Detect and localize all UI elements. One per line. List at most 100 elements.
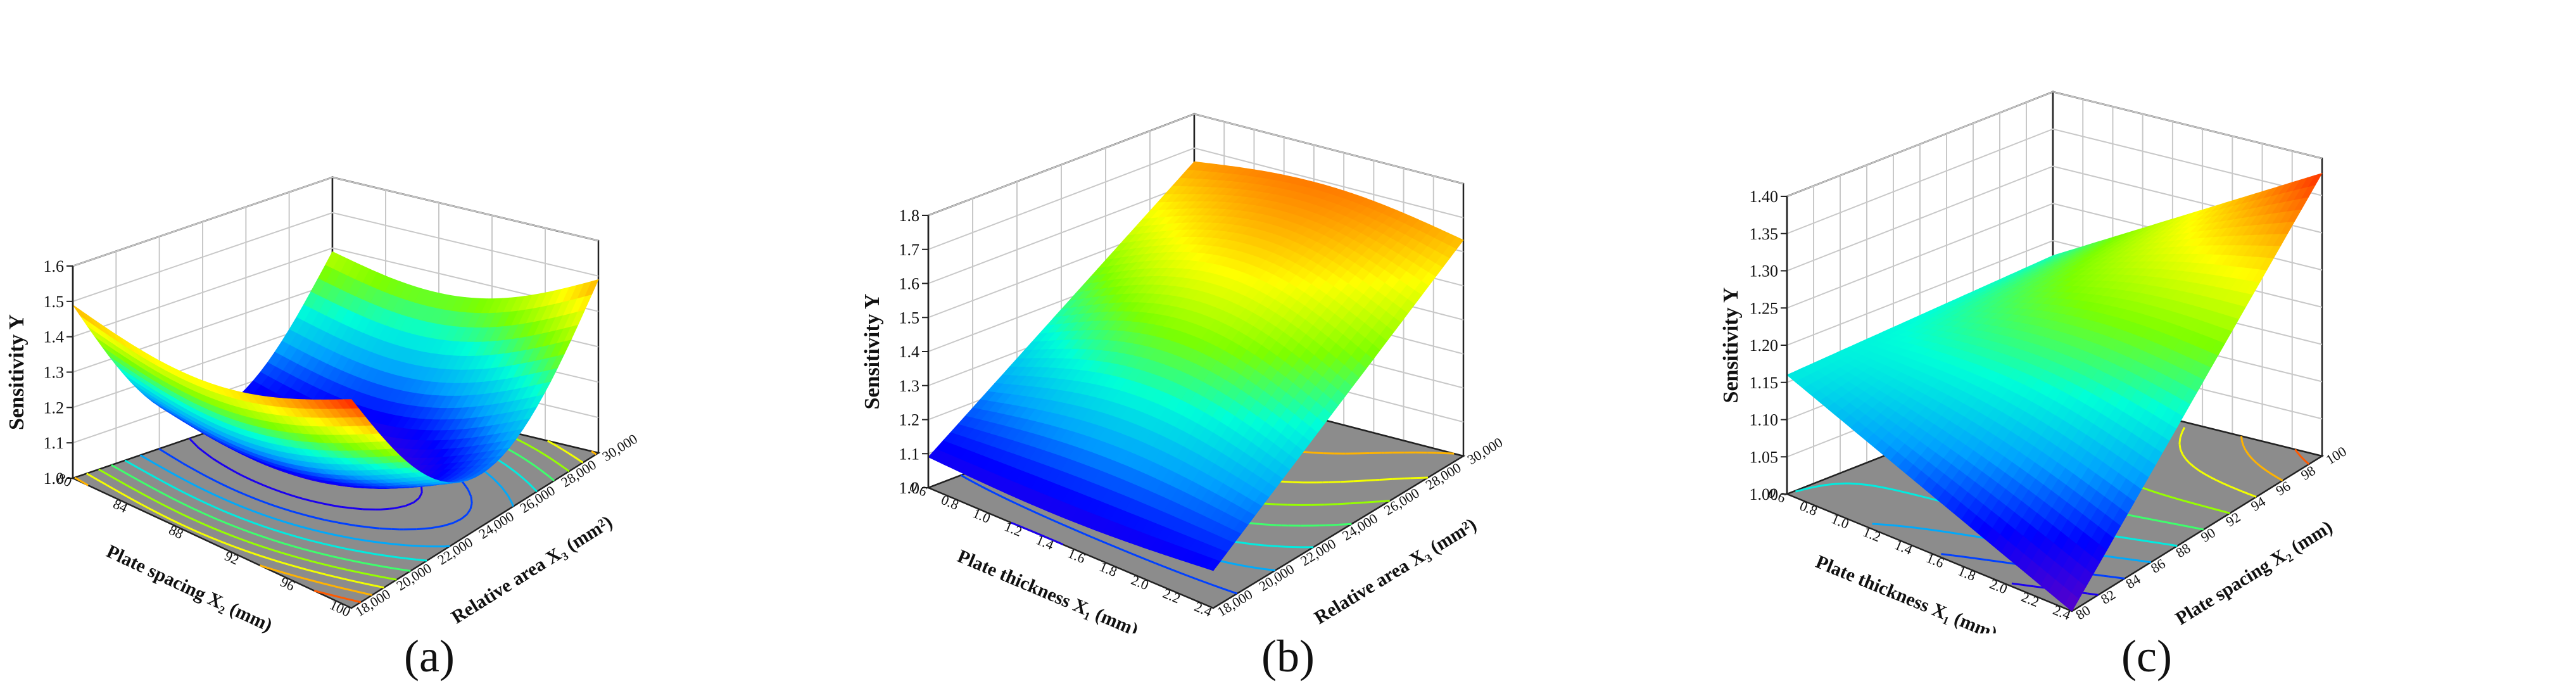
floor-contour — [2194, 466, 2200, 472]
floor-contour — [1976, 557, 1986, 561]
floor-contour — [1928, 497, 1938, 502]
floor-contour — [217, 539, 227, 545]
floor-contour — [2189, 501, 2199, 506]
floor-contour — [322, 502, 332, 507]
floor-contour — [341, 596, 349, 600]
floor-contour — [136, 500, 142, 505]
floor-contour — [405, 501, 414, 507]
floor-contour — [382, 542, 392, 545]
floor-contour — [297, 566, 307, 571]
floor-contour — [245, 519, 255, 524]
floor-contour — [302, 548, 312, 552]
floor-contour — [389, 507, 395, 510]
floor-contour — [2216, 479, 2223, 485]
floor-contour — [281, 552, 291, 557]
floor-contour — [201, 449, 208, 455]
floor-contour — [201, 473, 209, 478]
floor-contour — [229, 533, 239, 539]
floor-contour — [559, 463, 565, 469]
floor-contour — [1203, 581, 1213, 586]
floor-contour — [496, 481, 502, 487]
floor-contour — [1001, 496, 1010, 502]
floor-contour — [220, 497, 229, 502]
floor-contour — [1881, 486, 1892, 490]
floor-contour — [318, 562, 329, 567]
floor-contour — [1015, 523, 1024, 529]
z-tick-label: 1.4 — [899, 343, 920, 361]
floor-contour — [2149, 518, 2159, 522]
floor-contour — [209, 515, 213, 519]
floor-contour — [2166, 495, 2175, 499]
floor-contour — [331, 594, 342, 599]
floor-contour — [237, 516, 246, 521]
floor-contour — [453, 518, 462, 524]
floor-contour — [2182, 454, 2187, 460]
floor-contour — [552, 442, 559, 448]
floor-contour — [235, 471, 241, 476]
floor-contour — [2294, 448, 2298, 453]
floor-contour — [577, 458, 580, 461]
floor-contour — [217, 518, 226, 524]
floor-contour — [1244, 564, 1250, 568]
floor-contour — [1244, 542, 1256, 546]
floor-contour — [2244, 448, 2247, 452]
floor-contour — [195, 485, 200, 488]
floor-contour — [177, 522, 187, 528]
floor-contour — [1171, 568, 1180, 574]
floor-contour — [208, 476, 216, 482]
floor-contour — [269, 557, 279, 563]
floor-contour — [294, 495, 303, 500]
surface-mesh — [928, 161, 1464, 571]
floor-contour — [293, 545, 303, 550]
floor-contour — [1804, 486, 1814, 490]
floor-contour — [326, 573, 336, 578]
floor-contour — [357, 571, 367, 575]
z-tick-label: 1.5 — [899, 308, 920, 327]
y-tick-label: 30,000 — [1465, 434, 1506, 467]
floor-contour — [523, 478, 529, 484]
floor-contour — [379, 527, 392, 530]
floor-contour — [259, 512, 268, 517]
floor-contour — [500, 485, 503, 488]
floor-contour — [315, 540, 325, 545]
floor-contour — [1047, 536, 1056, 542]
floor-contour — [243, 506, 252, 512]
floor-contour — [514, 452, 521, 457]
floor-contour — [529, 462, 536, 467]
floor-contour — [431, 524, 444, 530]
floor-contour — [1897, 524, 1910, 528]
floor-contour — [543, 453, 550, 459]
floor-contour — [516, 438, 524, 443]
floor-contour — [213, 493, 222, 499]
floor-contour — [548, 457, 552, 460]
floor-contour — [2185, 525, 2195, 529]
floor-contour — [118, 479, 126, 486]
floor-contour — [2158, 492, 2167, 497]
caption-b: (b) — [1261, 631, 1315, 682]
floor-contour — [150, 474, 158, 480]
floor-contour — [287, 563, 298, 568]
z-tick-label: 1.6 — [899, 275, 920, 293]
floor-contour — [536, 466, 541, 471]
floor-contour — [199, 499, 208, 505]
floor-contour — [2118, 536, 2129, 540]
floor-contour — [1954, 532, 1966, 536]
floor-contour — [201, 533, 210, 538]
floor-contour — [343, 587, 353, 592]
floor-contour — [267, 515, 276, 520]
floor-contour — [400, 568, 411, 572]
floor-contour — [2150, 490, 2159, 495]
z-tick-label: 1.2 — [899, 411, 920, 429]
floor-contour — [379, 565, 391, 569]
floor-contour — [1139, 555, 1148, 561]
z-tick-label: 1.1 — [44, 434, 65, 452]
floor-contour — [562, 448, 565, 452]
floor-contour — [519, 474, 525, 480]
surface-patch — [72, 305, 88, 321]
floor-contour — [1249, 566, 1254, 569]
floor-contour — [120, 492, 128, 498]
floor-contour — [564, 449, 569, 454]
z-tick-label: 1.4 — [44, 328, 65, 346]
floor-contour — [348, 598, 351, 601]
floor-contour — [2130, 558, 2140, 562]
